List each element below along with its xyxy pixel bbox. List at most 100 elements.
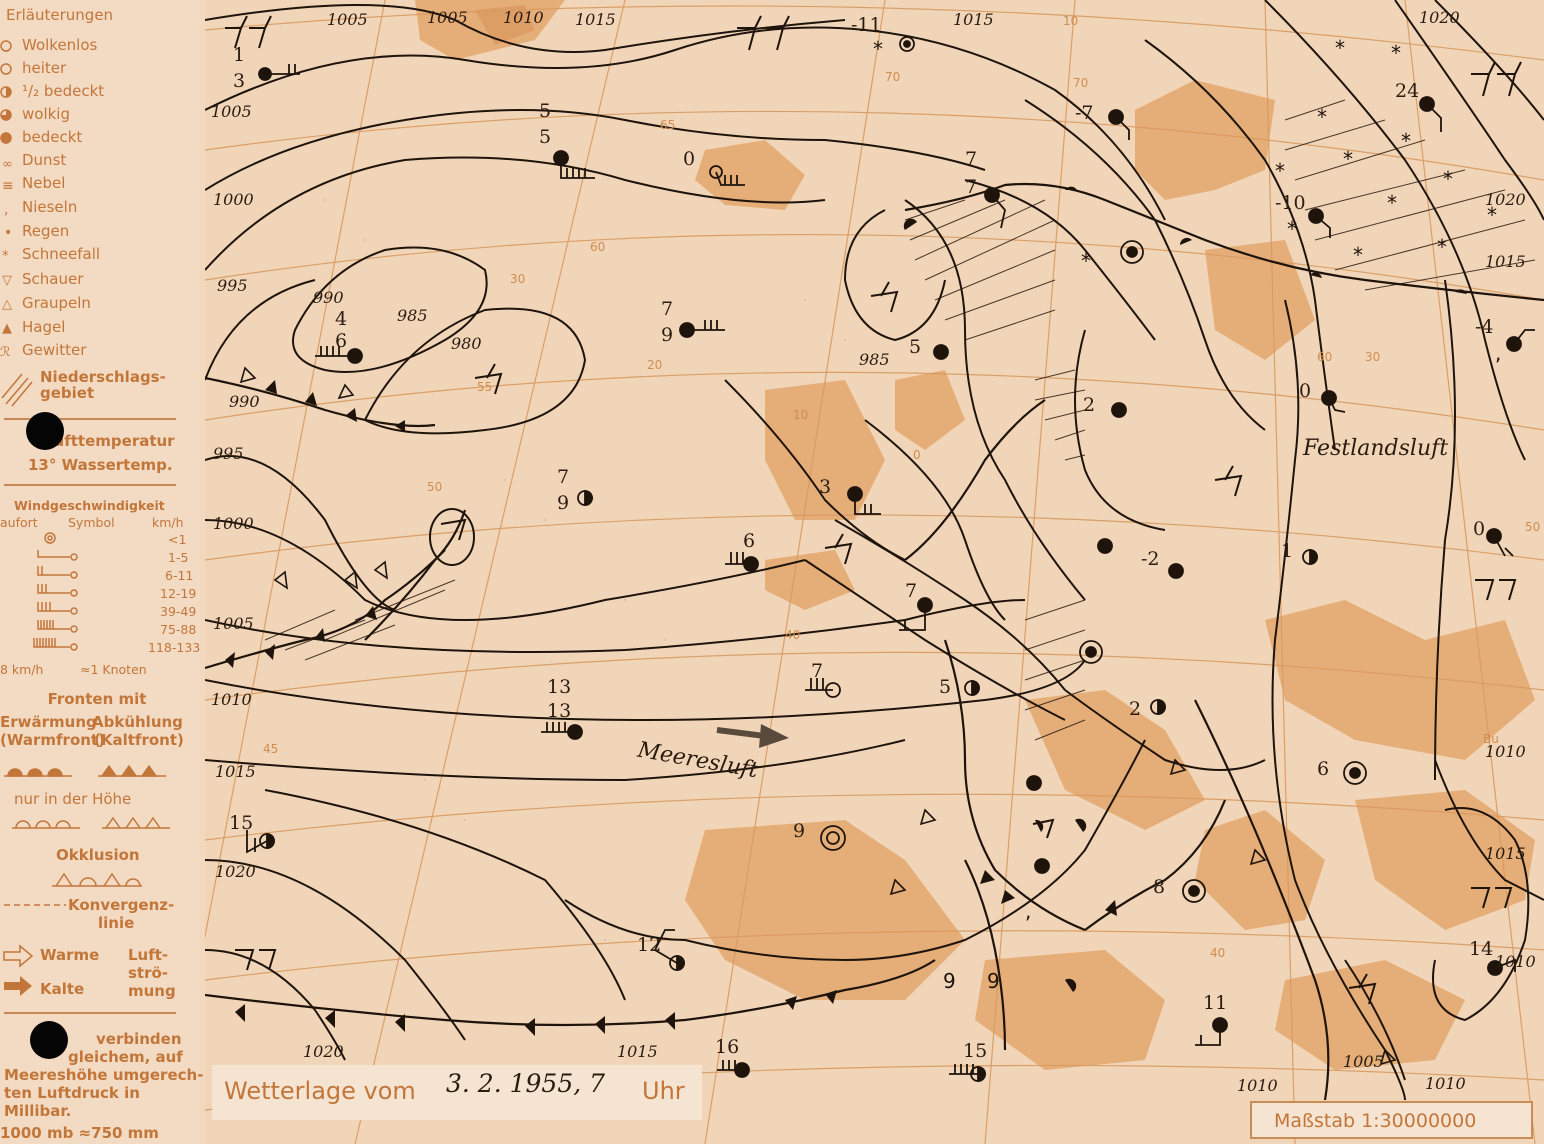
station-value: 24 <box>1395 80 1420 102</box>
map-time-unit: Uhr <box>642 1077 685 1105</box>
station-value: 4 <box>335 308 348 330</box>
graticule-label: 30 <box>1365 350 1381 364</box>
station-value: -4 <box>1475 316 1494 338</box>
legend-isobars-4: ten Luftdruck in <box>4 1084 140 1102</box>
map-scale: Maßstab 1:30000000 <box>1274 1110 1477 1132</box>
station-value: 7 <box>661 298 674 320</box>
svg-text:,: , <box>1025 899 1031 923</box>
station-value: 16 <box>715 1036 740 1058</box>
station-value: 15 <box>963 1040 988 1062</box>
svg-text:*: * <box>1335 36 1345 60</box>
legend-wind-col-2: Symbol <box>68 515 115 530</box>
station-value: 5 <box>909 336 922 358</box>
svg-text:∞: ∞ <box>2 157 13 172</box>
front-symbols <box>4 764 170 887</box>
station-value: 0 <box>1299 380 1312 402</box>
legend-temp-air: Lufttemperatur <box>44 432 175 450</box>
convergence-line-icon <box>4 904 66 906</box>
station-value: 5 <box>939 676 952 698</box>
svg-text:*: * <box>1443 167 1453 191</box>
svg-text:9: 9 <box>943 969 956 993</box>
legend-isobars-5: Millibar. <box>4 1102 72 1120</box>
legend-fronts-warm-sub: (Warmfront) <box>0 731 105 749</box>
legend-temp-water: 13° Wassertemp. <box>28 456 173 474</box>
isobar-label: 985 <box>397 306 428 325</box>
station-value: 7 <box>965 148 978 170</box>
isobar-label: 1015 <box>215 762 256 781</box>
station-value: 8 <box>1153 876 1166 898</box>
isobar-label: 1015 <box>575 10 616 29</box>
graticule-label: 65 <box>660 118 676 132</box>
legend-wind-col-3: km/h <box>152 515 184 530</box>
station-value: 5 <box>539 126 552 148</box>
wind-speed-5: 75-88 <box>160 622 197 637</box>
isobar-label: 1010 <box>211 690 252 709</box>
legend-isobars-2: gleichem, auf <box>68 1048 183 1066</box>
station-value: 11 <box>1203 992 1228 1014</box>
graticule-label: 0 <box>913 448 921 462</box>
legend-sky-8: Regen <box>22 222 70 240</box>
isobar-label: 985 <box>859 350 890 369</box>
station-value: -10 <box>1275 192 1306 214</box>
svg-text:△: △ <box>2 297 12 312</box>
airmass-label-continental: Festlandsluft <box>1303 436 1449 461</box>
map-legend: Erläuterungen Wolkenlos heiter ¹/₂ bedec… <box>0 0 204 1144</box>
map-scale-box: Maßstab 1:30000000 <box>1250 1101 1533 1139</box>
legend-airflow-warm: Warme <box>40 946 100 964</box>
isobar-label: 1020 <box>1419 8 1460 27</box>
legend-sky-1: heiter <box>22 59 67 77</box>
isobar-label: 1010 <box>1237 1076 1278 1095</box>
graticule-label: 60 <box>590 240 606 254</box>
legend-title: Erläuterungen <box>6 6 114 24</box>
station-value: 3 <box>819 476 832 498</box>
graticule-label: 40 <box>785 628 801 642</box>
graticule-label: 10 <box>793 408 809 422</box>
station-value: 2 <box>1129 698 1142 720</box>
city-label: Bu <box>1483 732 1499 746</box>
station-value: 15 <box>229 812 254 834</box>
svg-text:*: * <box>1317 105 1327 129</box>
isobar-label: 1015 <box>1485 844 1526 863</box>
station-value: 7 <box>965 176 978 198</box>
legend-airflow-cold: Kalte <box>40 980 85 998</box>
isobar-label: 1000 <box>213 190 254 209</box>
graticule-label: 60 <box>1317 350 1333 364</box>
graticule-label: 55 <box>477 380 493 394</box>
legend-sky-10: Schauer <box>22 270 84 288</box>
svg-text:*: * <box>873 37 883 61</box>
graticule-label: 10 <box>1063 14 1079 28</box>
graticule-label: 20 <box>647 358 663 372</box>
svg-text:ℛ: ℛ <box>0 345 10 360</box>
isobar-label: 1005 <box>211 102 252 121</box>
isobar-label: 1015 <box>617 1042 658 1061</box>
station-value: 6 <box>335 330 348 352</box>
legend-precip-1: Niederschlags- <box>40 368 166 386</box>
svg-text:*: * <box>1391 41 1401 65</box>
redaction-dot <box>30 1021 68 1059</box>
legend-divider <box>4 418 176 420</box>
svg-text:▽: ▽ <box>2 273 12 288</box>
legend-isobars-3: Meereshöhe umgerech- <box>4 1066 204 1084</box>
isobar-label: 980 <box>451 334 482 353</box>
station-value: -11 <box>851 14 882 36</box>
station-value: 7 <box>905 580 918 602</box>
graticule-label: 70 <box>885 70 901 84</box>
warm-front-marks <box>239 366 1397 1066</box>
legend-convergence-2: linie <box>98 914 135 932</box>
svg-text:*: * <box>1275 159 1285 183</box>
isobar-label: 1005 <box>1343 1052 1384 1071</box>
station-value: 14 <box>1469 938 1494 960</box>
svg-text:*: * <box>1287 217 1297 241</box>
station-value: 7 <box>811 660 824 682</box>
redaction-dot <box>26 412 64 450</box>
isobar-label: 1015 <box>953 10 994 29</box>
legend-sky-5: Dunst <box>22 151 67 169</box>
graticule-label: 70 <box>1073 76 1089 90</box>
svg-text:*: * <box>1343 147 1353 171</box>
isobar-label: 1020 <box>303 1042 344 1061</box>
svg-text:,: , <box>1495 341 1501 365</box>
isobar-label: 1015 <box>1485 252 1526 271</box>
svg-text:*: * <box>1387 191 1397 215</box>
isobar-label: 1010 <box>1495 952 1536 971</box>
